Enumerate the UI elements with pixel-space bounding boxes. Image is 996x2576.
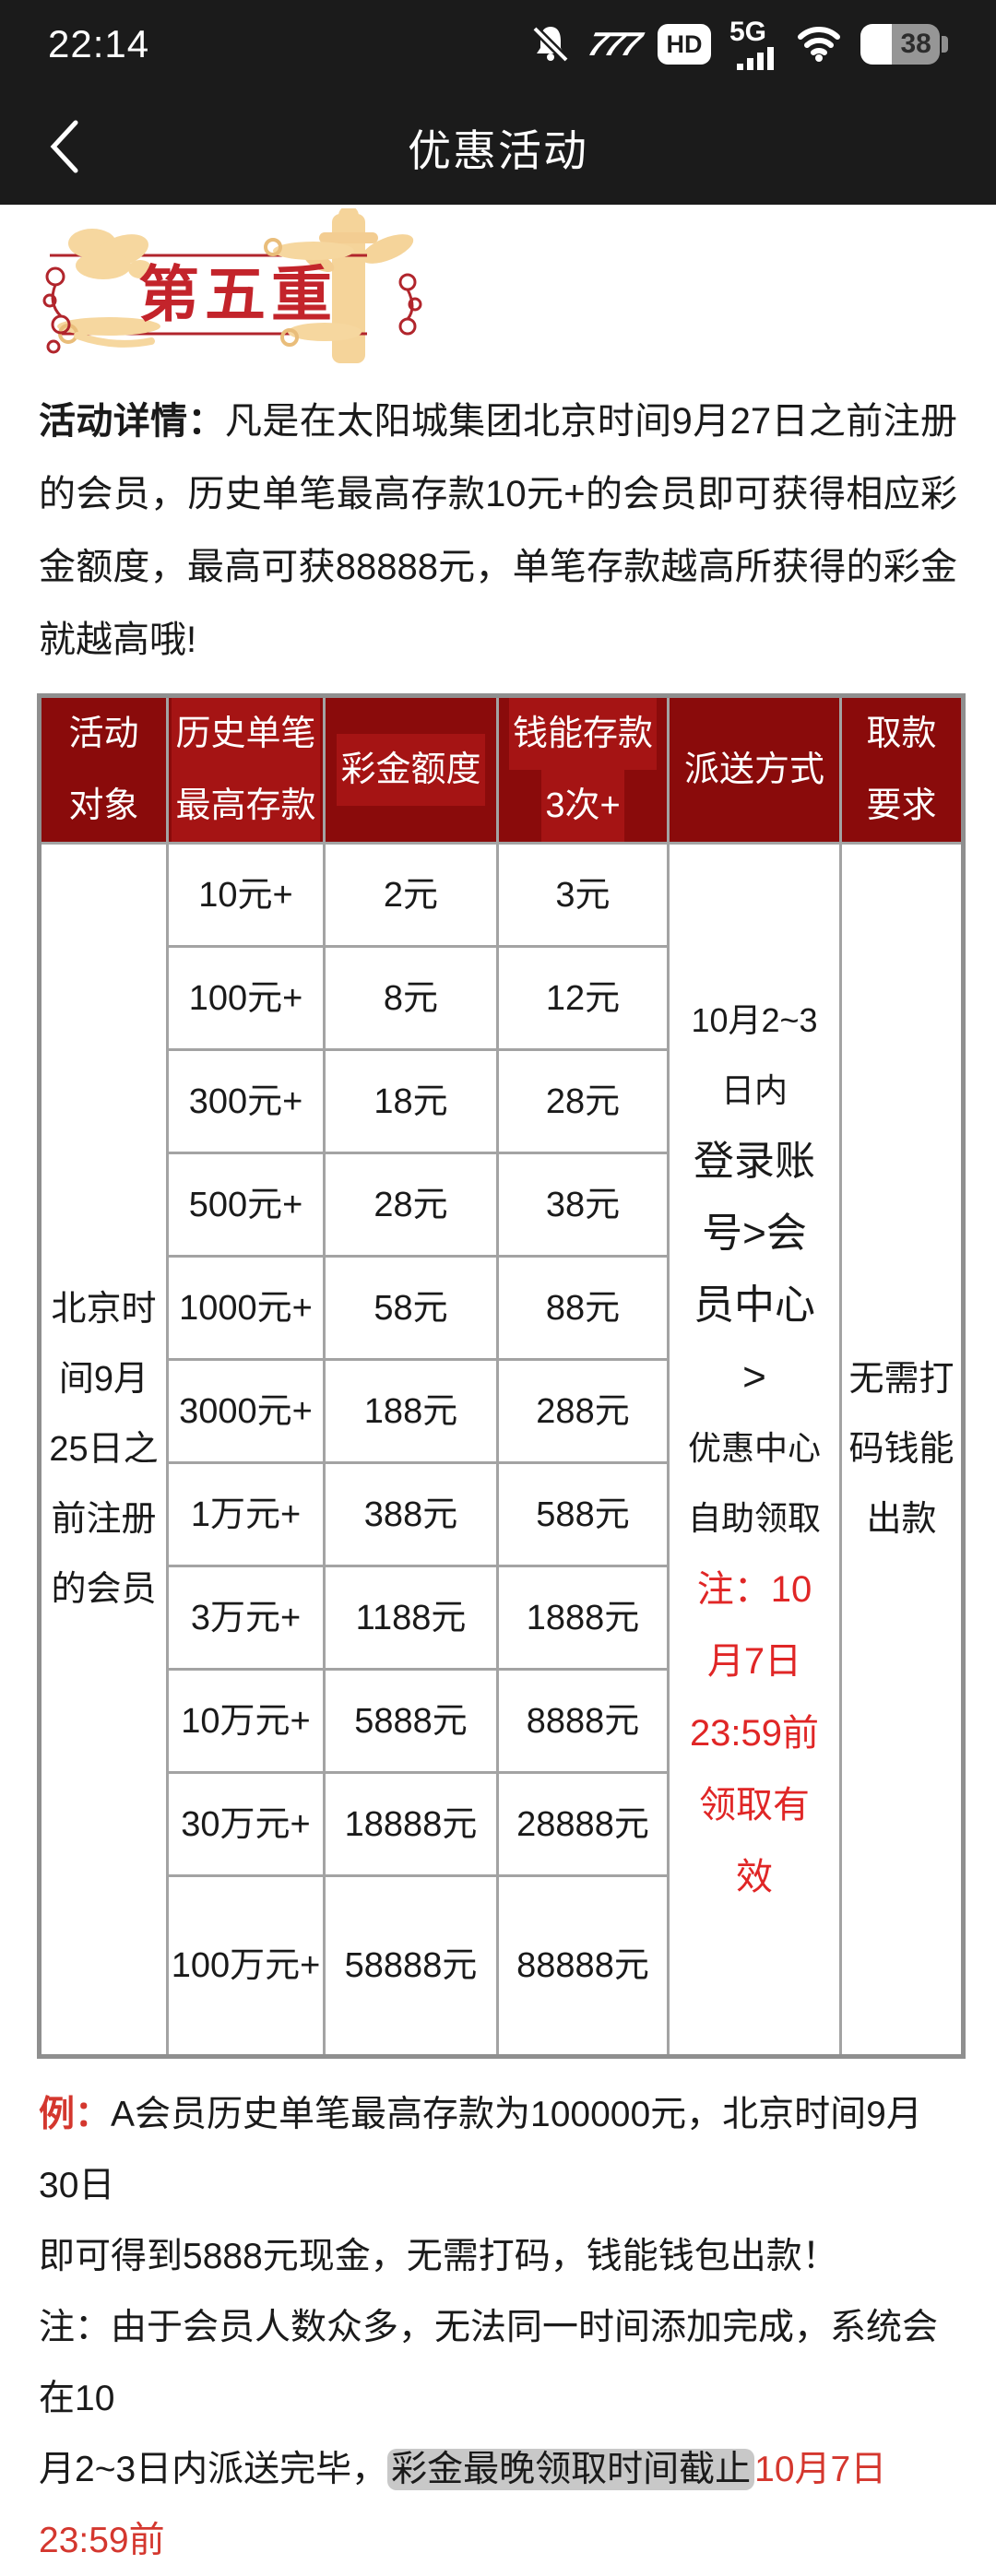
qianneng-cell: 28元 [496, 1048, 670, 1154]
qianneng-cell: 88888元 [496, 1874, 670, 2058]
bonus-cell: 58888元 [323, 1874, 499, 2058]
deposit-cell: 1万元+ [166, 1461, 326, 1567]
hd-icon: HD [658, 24, 711, 65]
table-row: 3万元+ 1188元 1888元 [40, 1565, 964, 1671]
table-row: 100万元+ 58888元 88888元 [40, 1874, 964, 2058]
battery-fill [860, 24, 893, 65]
qianneng-cell: 28888元 [496, 1771, 670, 1877]
deposit-cell: 3000元+ [166, 1358, 326, 1464]
deposit-cell: 30万元+ [166, 1771, 326, 1877]
col-header-bonus: 彩金额度 [323, 694, 499, 845]
deposit-cell: 500元+ [166, 1152, 326, 1258]
footer-notes: 例：A会员历史单笔最高存款为100000元，北京时间9月30日 即可得到5888… [39, 2079, 957, 2576]
bonus-cell: 5888元 [323, 1668, 499, 1774]
table-row: 1万元+ 388元 588元 [40, 1461, 964, 1567]
banner-decoration-graphic [42, 208, 422, 363]
col-header-max-deposit: 历史单笔 最高存款 [166, 694, 326, 845]
qianneng-cell: 3元 [496, 842, 670, 948]
example-line-1: 例：A会员历史单笔最高存款为100000元，北京时间9月30日 [39, 2095, 922, 2205]
table-row: 100元+ 8元 12元 [40, 945, 964, 1051]
deposit-cell: 100元+ [166, 945, 326, 1051]
col-header-withdrawal: 取款 要求 [839, 694, 965, 845]
qianneng-cell: 38元 [496, 1152, 670, 1258]
deposit-cell: 10万元+ [166, 1668, 326, 1774]
deposit-cell: 10元+ [166, 842, 326, 948]
activity-details-text: 凡是在太阳城集团北京时间9月27日之前注册的会员，历史单笔最高存款10元+的会员… [39, 401, 957, 660]
app-header: 优惠活动 [0, 89, 996, 205]
col-header-qianneng: 钱能存款 3次+ [496, 694, 670, 845]
bonus-cell: 58元 [323, 1255, 499, 1361]
deposit-cell: 100万元+ [166, 1874, 326, 2058]
delivery-note: 注：10月7日23:59前领取有效 [689, 1569, 820, 1897]
deposit-cell: 3万元+ [166, 1565, 326, 1671]
bonus-cell: 8元 [323, 945, 499, 1051]
table-row: 500元+ 28元 38元 [40, 1152, 964, 1258]
delivery-cell: 10月2~3日内 登录账号>会员中心> 优惠中心自助领取 注：10月7日23:5… [667, 842, 842, 2058]
page-title: 优惠活动 [408, 125, 588, 175]
table-header-row: 活动 对象 历史单笔 最高存款 彩金额度 钱能存款 3次+ 派送方式 取款 要求 [38, 694, 965, 845]
qianneng-cell: 1888元 [496, 1565, 670, 1671]
col-header-delivery: 派送方式 [667, 694, 842, 845]
bonus-cell: 388元 [323, 1461, 499, 1567]
5g-signal-icon: 5G [729, 18, 777, 70]
example-label: 例： [39, 2095, 112, 2134]
status-icons: 777 HD 5G 38 [530, 18, 948, 70]
delivery-claim: 优惠中心自助领取 [687, 1429, 821, 1537]
bonus-cell: 18元 [323, 1048, 499, 1154]
audience-cell: 北京时间9月25日之前注册的会员 [38, 842, 169, 2058]
battery-icon: 38 [860, 24, 948, 65]
status-time: 22:14 [48, 22, 150, 65]
activity-details-label: 活动详情： [39, 401, 225, 442]
qianneng-cell: 288元 [496, 1358, 670, 1464]
promo-banner: 第五重 [0, 208, 996, 371]
status-bar: 22:14 777 HD 5G [0, 0, 996, 89]
banner-title: 第五重 [138, 260, 338, 328]
table-row: 30万元+ 18888元 28888元 [40, 1771, 964, 1877]
deposit-cell: 1000元+ [166, 1255, 326, 1361]
table-row: 3000元+ 188元 288元 [40, 1358, 964, 1464]
delivery-path: 登录账号>会员中心> [694, 1139, 815, 1400]
col-header-audience: 活动 对象 [38, 694, 169, 845]
note-line-1: 注：由于会员人数众多，无法同一时间添加完成，系统会在10 [39, 2308, 939, 2418]
wifi-icon [796, 23, 842, 66]
table-row: 10万元+ 5888元 8888元 [40, 1668, 964, 1774]
note-line-2: 月2~3日内派送完毕， 彩金最晚领取时间截止 10月7日23:59前 [39, 2449, 887, 2560]
highlighted-text: 彩金最晚领取时间截止 [387, 2449, 755, 2490]
qianneng-cell: 8888元 [496, 1668, 670, 1774]
activity-details: 活动详情：凡是在太阳城集团北京时间9月27日之前注册的会员，历史单笔最高存款10… [39, 385, 957, 677]
table-row: 1000元+ 58元 88元 [40, 1255, 964, 1361]
qianneng-cell: 588元 [496, 1461, 670, 1567]
deposit-cell: 300元+ [166, 1048, 326, 1154]
notifications-muted-icon [530, 22, 571, 67]
delivery-period: 10月2~3日内 [691, 1001, 818, 1109]
qianneng-cell: 88元 [496, 1255, 670, 1361]
back-button[interactable] [44, 117, 85, 176]
bonus-cell: 28元 [323, 1152, 499, 1258]
qianneng-cell: 12元 [496, 945, 670, 1051]
bonus-cell: 1188元 [323, 1565, 499, 1671]
example-line-2: 即可得到5888元现金，无需打码，钱能钱包出款！ [39, 2237, 838, 2276]
bonus-cell: 18888元 [323, 1771, 499, 1877]
bonus-cell: 2元 [323, 842, 499, 948]
carrier-777-icon: 777 [584, 25, 645, 63]
table-row: 北京时间9月25日之前注册的会员 10元+ 2元 3元 10月2~3日内 登录账… [38, 842, 965, 2058]
withdrawal-cell: 无需打码钱能出款 [839, 842, 965, 2058]
table-row: 300元+ 18元 28元 [40, 1048, 964, 1154]
promo-table: 活动 对象 历史单笔 最高存款 彩金额度 钱能存款 3次+ 派送方式 取款 要求… [37, 693, 966, 2059]
bonus-cell: 188元 [323, 1358, 499, 1464]
battery-percent: 38 [892, 24, 940, 65]
